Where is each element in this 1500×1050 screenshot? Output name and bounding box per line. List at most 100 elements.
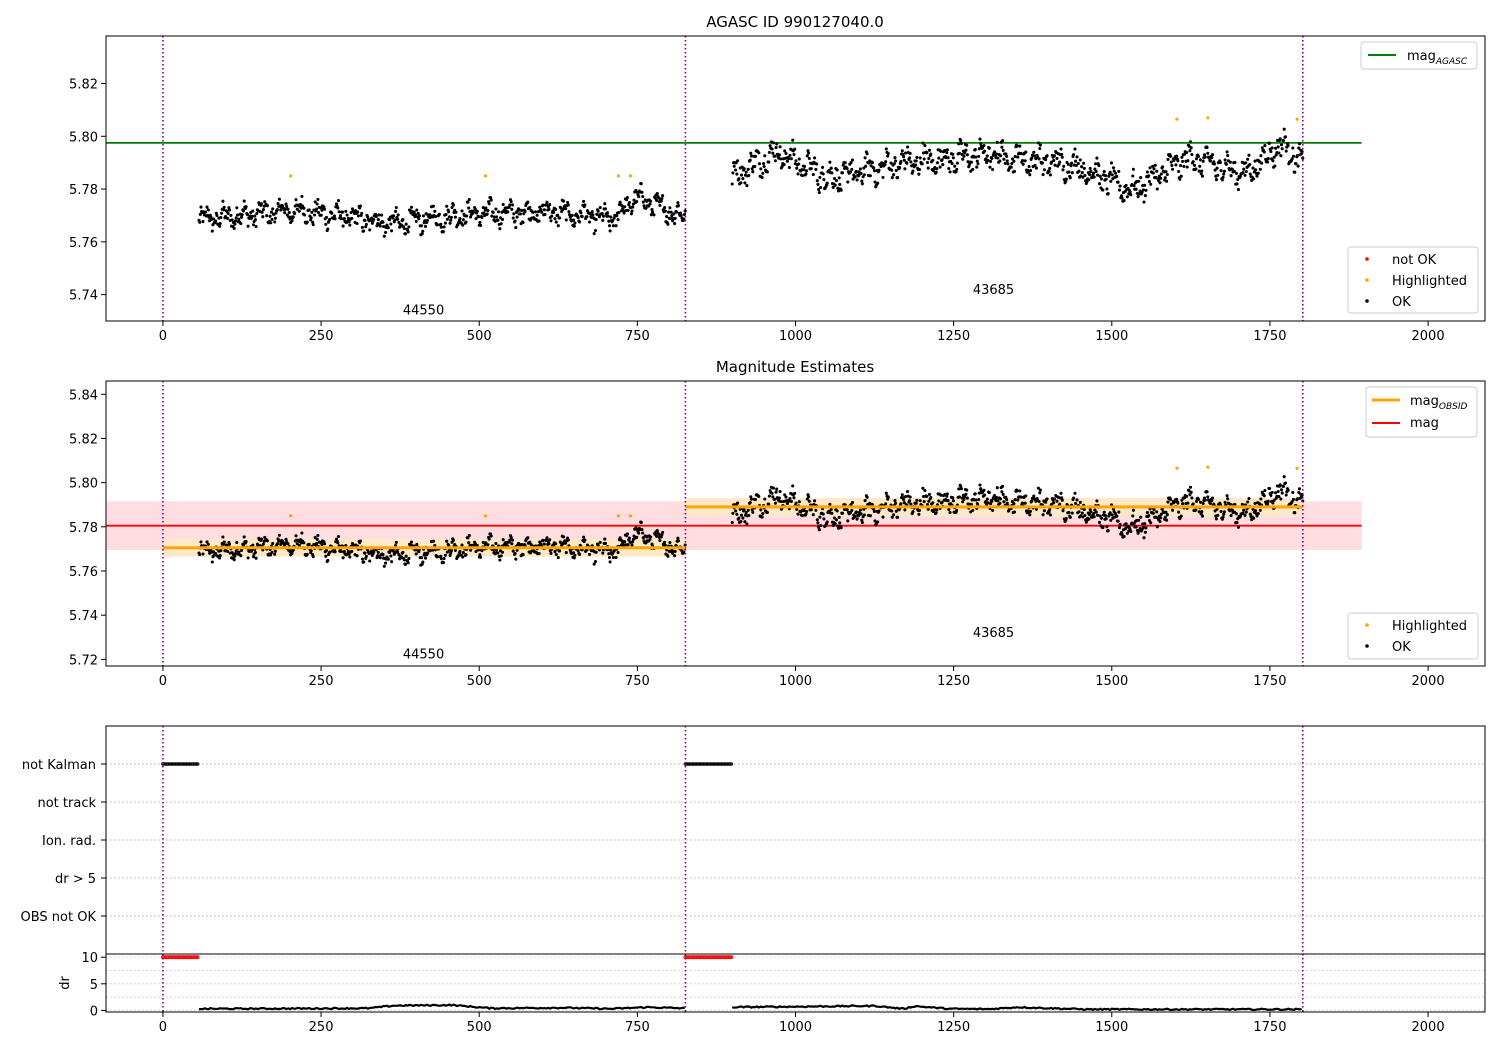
data-point-ok xyxy=(474,217,478,221)
data-point-ok xyxy=(807,499,811,503)
data-point-ok xyxy=(946,499,950,503)
data-point-ok xyxy=(1148,166,1152,170)
data-point-ok xyxy=(853,175,857,179)
data-point-ok xyxy=(1108,170,1112,174)
data-point-ok xyxy=(840,171,845,175)
data-point-ok xyxy=(796,172,800,176)
data-point-ok xyxy=(1255,514,1259,518)
x-tick-label: 2000 xyxy=(1412,674,1445,689)
data-point-ok xyxy=(1254,168,1258,172)
data-point-ok xyxy=(1041,173,1045,177)
data-point-ok xyxy=(1092,175,1096,179)
data-point-ok xyxy=(623,540,627,544)
data-point-ok xyxy=(1012,169,1017,173)
data-point-ok xyxy=(1115,174,1119,178)
data-point-ok xyxy=(650,208,654,212)
data-point-ok xyxy=(1205,490,1209,494)
data-point-ok xyxy=(1165,513,1169,517)
data-point-ok xyxy=(607,224,612,228)
legend-label-not-ok: not OK xyxy=(1392,253,1437,268)
data-point-ok xyxy=(1095,156,1099,160)
data-point-ok xyxy=(793,491,797,495)
dr-clipped-markers xyxy=(161,955,734,960)
data-point-ok xyxy=(1117,169,1121,173)
data-point-ok xyxy=(998,501,1002,505)
data-point-ok xyxy=(1147,518,1151,523)
data-point-ok xyxy=(421,560,425,564)
data-point-ok xyxy=(564,207,568,211)
panel-2-legend-status: Highlighted OK xyxy=(1347,612,1479,660)
data-point-ok xyxy=(384,230,388,234)
x-tick-label: 500 xyxy=(467,329,492,344)
data-point-ok xyxy=(445,217,449,221)
data-point-ok xyxy=(834,518,839,522)
data-point-ok xyxy=(914,501,918,505)
flag-row-label: not track xyxy=(37,796,96,811)
data-point-ok xyxy=(1111,166,1116,170)
data-point-ok xyxy=(835,509,839,513)
data-point-ok xyxy=(903,508,907,512)
data-point-ok xyxy=(1248,172,1252,176)
data-point-ok xyxy=(1045,497,1049,501)
data-point-ok xyxy=(950,161,954,166)
data-point-ok xyxy=(210,229,214,233)
data-point-ok xyxy=(1132,522,1136,526)
data-point-ok xyxy=(441,561,445,565)
data-point-ok xyxy=(218,556,222,560)
data-point-ok xyxy=(460,209,464,213)
data-point-ok xyxy=(957,487,961,491)
data-point-ok xyxy=(1042,168,1046,172)
data-point-ok xyxy=(444,212,448,217)
data-point-highlighted xyxy=(1295,117,1299,121)
x-tick-label: 1750 xyxy=(1253,674,1286,689)
panel-2-title: Magnitude Estimates xyxy=(716,358,874,376)
data-point-ok xyxy=(1273,164,1277,168)
data-point-ok xyxy=(1038,491,1042,495)
data-point-ok xyxy=(1200,169,1204,173)
data-point-ok xyxy=(957,495,961,499)
obsid-label-43685: 43685 xyxy=(973,626,1014,641)
data-point-ok xyxy=(819,185,823,190)
data-point-ok xyxy=(253,214,257,218)
data-point-ok xyxy=(1015,489,1019,493)
data-point-ok xyxy=(894,501,898,505)
data-point-ok xyxy=(768,144,772,148)
data-point-ok xyxy=(1297,142,1302,146)
data-point-ok xyxy=(1101,188,1105,192)
data-point-ok xyxy=(1226,497,1230,501)
data-point-ok xyxy=(904,151,908,155)
data-point-ok xyxy=(1286,488,1290,492)
data-point-ok xyxy=(246,224,250,228)
data-point-ok xyxy=(1016,155,1020,159)
flag-hit-marker xyxy=(195,762,200,766)
data-point-ok xyxy=(350,216,354,220)
data-point-ok xyxy=(1244,161,1248,165)
data-point-ok xyxy=(287,211,291,215)
data-point-ok xyxy=(1219,169,1223,173)
data-point-ok xyxy=(835,168,839,172)
data-point-ok xyxy=(934,170,938,174)
data-point-ok xyxy=(1158,519,1162,524)
data-point-ok xyxy=(1005,497,1009,502)
data-point-ok xyxy=(545,200,549,204)
data-point-ok xyxy=(412,210,416,214)
data-point-ok xyxy=(219,215,223,220)
data-point-ok xyxy=(1089,169,1093,173)
data-point-ok xyxy=(1223,158,1227,162)
data-point-ok xyxy=(284,202,288,206)
data-point-ok xyxy=(1297,146,1301,150)
data-point-ok xyxy=(1228,502,1232,506)
data-point-ok xyxy=(1259,154,1263,158)
data-point-ok xyxy=(744,511,748,515)
data-point-ok xyxy=(313,200,317,204)
data-point-ok xyxy=(539,208,543,212)
data-point-ok xyxy=(1002,157,1006,161)
data-point-ok xyxy=(1067,510,1071,515)
data-point-ok xyxy=(1106,192,1110,196)
data-point-ok xyxy=(279,208,283,212)
x-tick-label: 500 xyxy=(467,674,492,689)
data-point-ok xyxy=(969,169,973,173)
data-point-ok xyxy=(1210,496,1215,500)
data-point-ok xyxy=(501,202,505,207)
data-point-ok xyxy=(510,542,514,546)
